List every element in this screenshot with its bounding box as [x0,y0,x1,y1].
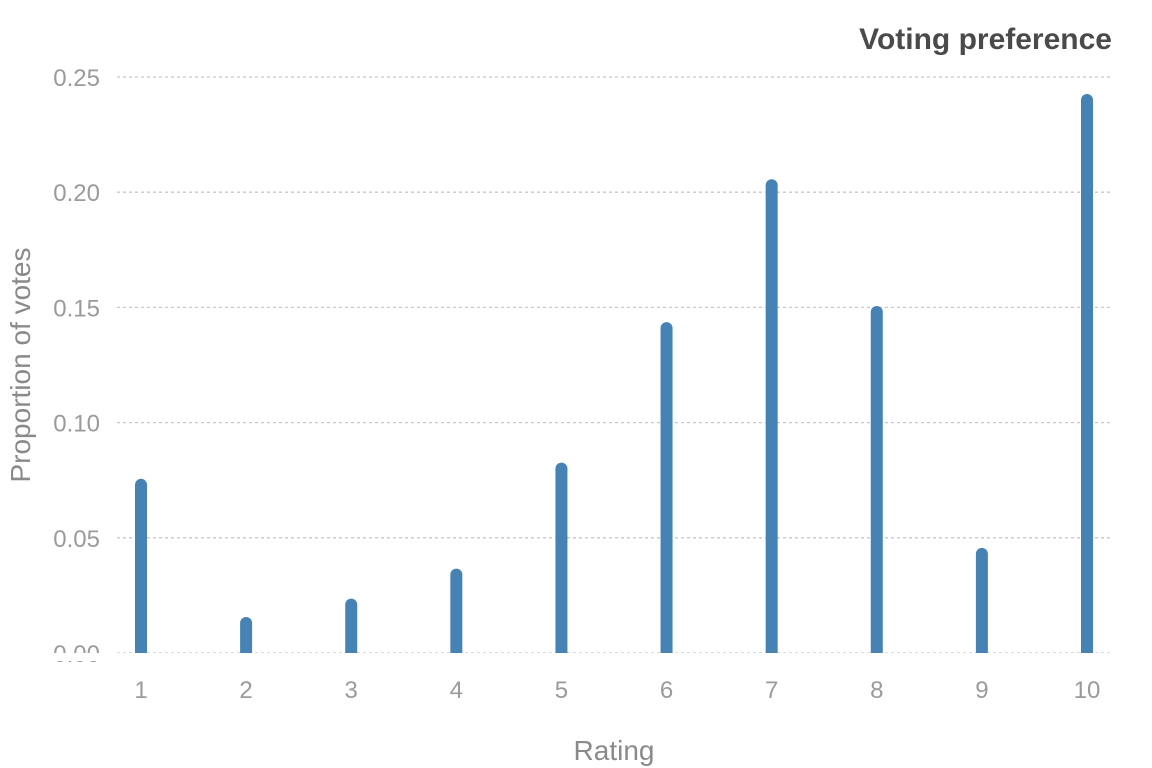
y-tick-labels: 0.000.050.100.150.200.25 [53,65,100,668]
x-tick-label: 9 [975,677,988,704]
y-tick-label: 0.05 [53,526,100,553]
x-tick-label: 1 [134,677,147,704]
baseline-mask [0,653,1152,661]
y-tick-label: 0.25 [53,65,100,92]
y-tick-label: 0.10 [53,411,100,438]
x-tick-label: 2 [239,677,252,704]
x-tick-label: 8 [870,677,883,704]
x-tick-label: 3 [345,677,358,704]
x-tick-label: 5 [555,677,568,704]
x-tick-label: 6 [660,677,673,704]
x-tick-label: 7 [765,677,778,704]
y-axis-label: Proportion of votes [5,247,36,482]
y-tick-label: 0.15 [53,295,100,322]
bars [0,94,1152,661]
chart-title: Voting preference [859,23,1112,56]
y-tick-label: 0.20 [53,180,100,207]
x-tick-label: 10 [1074,677,1101,704]
x-tick-label: 4 [450,677,463,704]
x-tick-labels: 1 2 3 4 5 6 7 8 9 10 [134,677,1100,704]
x-axis-label: Rating [574,735,655,766]
gridlines [117,76,1110,654]
